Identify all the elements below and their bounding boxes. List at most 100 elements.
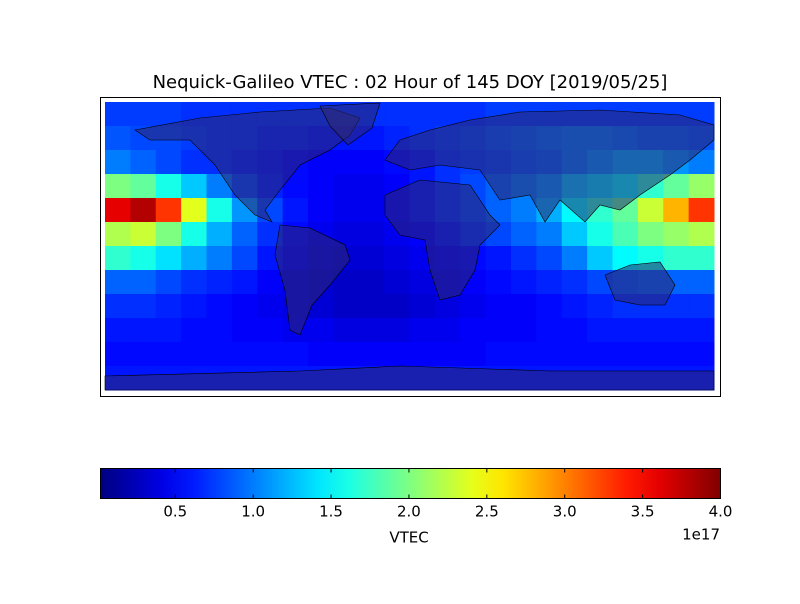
heat-cell	[257, 270, 284, 295]
heat-cell	[155, 318, 182, 343]
heat-cell	[155, 246, 182, 271]
heat-cell	[333, 294, 360, 319]
heat-cell	[511, 270, 537, 295]
heat-cell	[105, 126, 131, 151]
heat-cell	[130, 318, 157, 343]
heat-cell	[434, 318, 461, 343]
heat-cell	[485, 246, 512, 271]
heat-cell	[130, 342, 157, 367]
heat-cell	[105, 198, 131, 223]
heat-cell	[130, 270, 157, 295]
antarctica	[104, 365, 715, 391]
heat-cell	[485, 270, 512, 295]
heat-cell	[561, 222, 588, 247]
heat-cell	[333, 174, 360, 199]
heat-cell	[105, 342, 131, 367]
heat-cell	[155, 342, 182, 367]
heat-cell	[308, 342, 334, 367]
heat-cell	[206, 246, 233, 271]
heat-cell	[434, 342, 461, 367]
heat-cell	[130, 222, 157, 247]
heat-cell	[637, 342, 664, 367]
colorbar-tick-label: 2.0	[397, 503, 421, 521]
heat-cell	[688, 318, 715, 343]
chart-title: Nequick-Galileo VTEC : 02 Hour of 145 DO…	[153, 72, 668, 93]
heat-cell	[358, 246, 385, 271]
heat-cell	[206, 222, 233, 247]
heat-cell	[358, 318, 385, 343]
colorbar-offset: 1e17	[682, 526, 720, 544]
heat-cell	[511, 342, 537, 367]
colorbar-tick-label: 4.0	[709, 503, 733, 521]
heat-cell	[688, 342, 715, 367]
heat-cell	[384, 318, 410, 343]
heat-cell	[663, 198, 690, 223]
heat-cell	[130, 150, 157, 175]
heat-cell	[181, 198, 207, 223]
heat-cell	[155, 198, 182, 223]
heat-cell	[181, 318, 207, 343]
heat-cell	[384, 294, 410, 319]
heat-cell	[155, 222, 182, 247]
eurasia	[384, 109, 715, 223]
heat-cell	[206, 294, 233, 319]
colorbar-tick-label: 0.5	[163, 503, 187, 521]
heat-cell	[663, 222, 690, 247]
heat-cell	[231, 342, 258, 367]
heat-cell	[257, 318, 284, 343]
heat-cell	[181, 222, 207, 247]
colorbar-tick-label: 3.0	[553, 503, 577, 521]
heat-cell	[637, 318, 664, 343]
heat-cell	[460, 318, 487, 343]
heat-cell	[206, 342, 233, 367]
heat-cell	[257, 342, 284, 367]
heat-cell	[536, 270, 563, 295]
heat-cell	[561, 342, 588, 367]
colorbar-tick-label: 3.5	[631, 503, 655, 521]
heat-cell	[536, 318, 563, 343]
heat-cell	[409, 342, 436, 367]
heat-cell	[257, 294, 284, 319]
heat-cell	[561, 246, 588, 271]
heat-cell	[181, 342, 207, 367]
heat-cell	[333, 150, 360, 175]
greenland	[319, 102, 381, 146]
heat-cell	[105, 174, 131, 199]
heat-cell	[231, 294, 258, 319]
heat-cell	[105, 150, 131, 175]
colorbar-tick-label: 1.0	[241, 503, 265, 521]
heat-cell	[333, 342, 360, 367]
heat-cell	[511, 318, 537, 343]
heat-cell	[105, 318, 131, 343]
land	[104, 102, 715, 391]
heat-cell	[358, 270, 385, 295]
heat-cell	[663, 246, 690, 271]
heat-cell	[105, 246, 131, 271]
heat-cell	[155, 150, 182, 175]
heat-cell	[460, 294, 487, 319]
heat-cell	[358, 150, 385, 175]
colorbar-tick-label: 2.5	[475, 503, 499, 521]
heat-cell	[587, 246, 613, 271]
heat-cell	[688, 294, 715, 319]
heat-cell	[358, 198, 385, 223]
australia	[604, 261, 676, 306]
heat-cell	[536, 294, 563, 319]
heat-cell	[384, 270, 410, 295]
colorbar	[100, 468, 721, 499]
heat-cell	[409, 318, 436, 343]
heat-cell	[536, 222, 563, 247]
heat-cell	[587, 342, 613, 367]
heat-cell	[511, 198, 537, 223]
heat-cell	[384, 342, 410, 367]
africa	[384, 179, 501, 301]
heat-cell	[206, 318, 233, 343]
heat-cell	[358, 222, 385, 247]
heat-cell	[612, 318, 639, 343]
heat-cell	[511, 222, 537, 247]
heat-cell	[282, 342, 309, 367]
heat-cell	[688, 174, 715, 199]
heat-cell	[231, 318, 258, 343]
heat-cell	[231, 246, 258, 271]
